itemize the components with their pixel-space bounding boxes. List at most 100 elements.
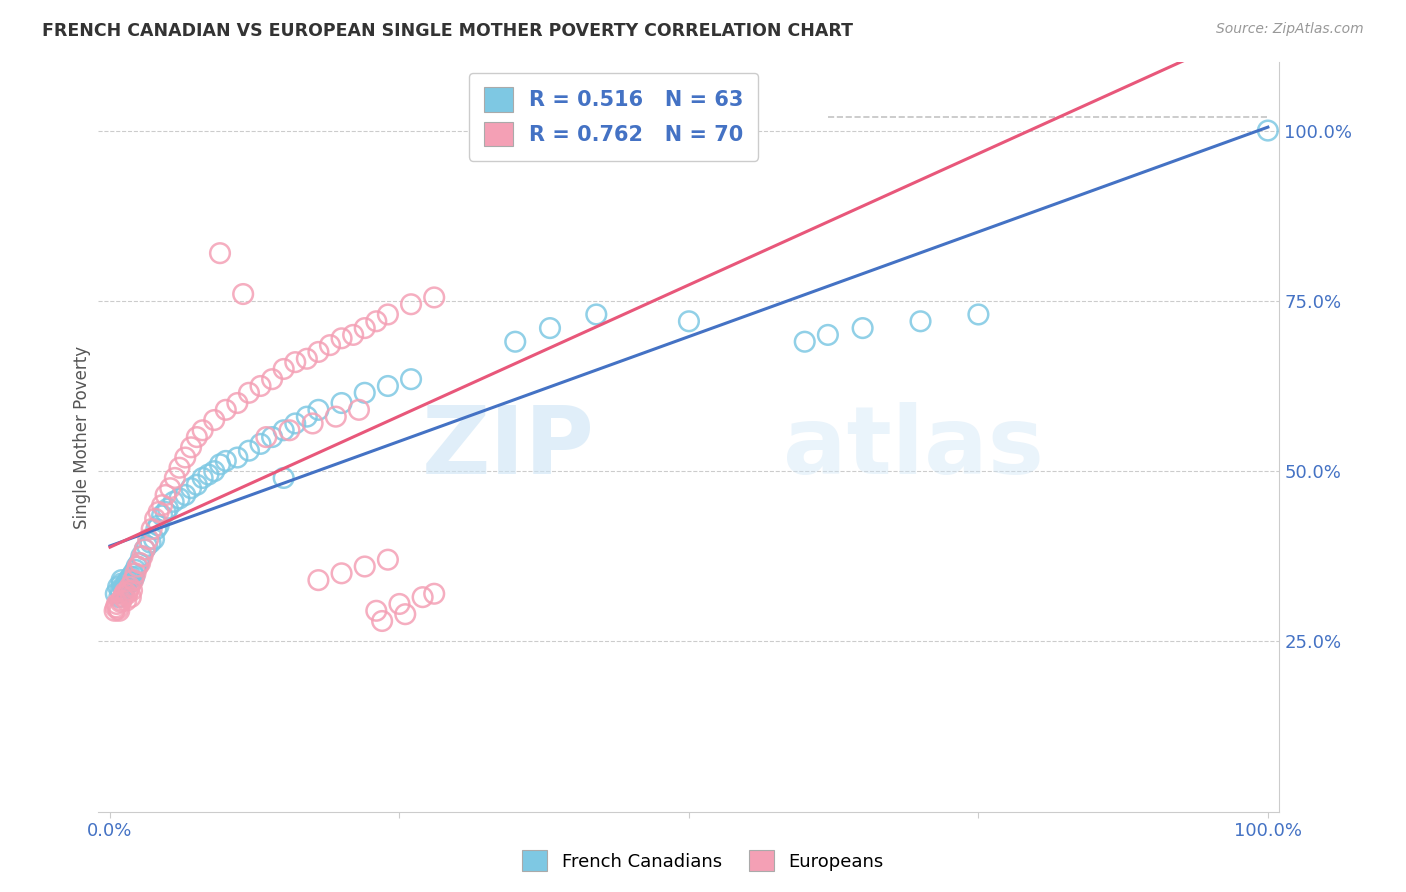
- Point: [150, 508, 173, 523]
- Point: [110, 583, 132, 598]
- Point: [156, 501, 179, 516]
- Point: [353, 385, 375, 400]
- Point: [104, 600, 127, 615]
- Point: [169, 460, 191, 475]
- Point: [104, 587, 127, 601]
- Point: [114, 585, 136, 599]
- Legend: French Canadians, Europeans: French Canadians, Europeans: [515, 843, 891, 879]
- Point: [262, 372, 284, 386]
- Point: [226, 450, 249, 465]
- Point: [124, 566, 146, 581]
- Point: [134, 542, 156, 557]
- Point: [254, 430, 277, 444]
- Point: [110, 576, 132, 591]
- Point: [278, 423, 301, 437]
- Point: [120, 590, 142, 604]
- Point: [155, 505, 177, 519]
- Point: [301, 417, 323, 431]
- Point: [967, 308, 990, 322]
- Point: [215, 454, 238, 468]
- Point: [202, 413, 225, 427]
- Point: [910, 314, 932, 328]
- Point: [388, 597, 411, 611]
- Point: [112, 583, 135, 598]
- Point: [117, 573, 139, 587]
- Point: [793, 334, 815, 349]
- Point: [330, 331, 353, 345]
- Point: [678, 314, 700, 328]
- Point: [202, 464, 225, 478]
- Point: [273, 362, 295, 376]
- Point: [150, 498, 173, 512]
- Point: [136, 533, 159, 547]
- Point: [105, 597, 128, 611]
- Point: [538, 321, 561, 335]
- Point: [852, 321, 875, 335]
- Point: [163, 471, 186, 485]
- Point: [174, 488, 197, 502]
- Point: [118, 572, 141, 586]
- Point: [141, 522, 163, 536]
- Point: [208, 458, 231, 472]
- Point: [139, 535, 162, 549]
- Point: [180, 440, 202, 454]
- Text: Source: ZipAtlas.com: Source: ZipAtlas.com: [1216, 22, 1364, 37]
- Point: [325, 409, 347, 424]
- Point: [366, 314, 388, 328]
- Point: [134, 542, 156, 557]
- Point: [125, 559, 148, 574]
- Y-axis label: Single Mother Poverty: Single Mother Poverty: [73, 345, 91, 529]
- Point: [307, 345, 329, 359]
- Point: [232, 287, 254, 301]
- Point: [238, 385, 260, 400]
- Point: [110, 593, 132, 607]
- Point: [817, 327, 839, 342]
- Point: [180, 481, 202, 495]
- Point: [122, 566, 145, 581]
- Point: [377, 379, 399, 393]
- Point: [104, 604, 127, 618]
- Point: [284, 417, 307, 431]
- Point: [307, 402, 329, 417]
- Point: [148, 518, 170, 533]
- Point: [366, 604, 388, 618]
- Point: [377, 552, 399, 566]
- Point: [121, 583, 143, 598]
- Point: [145, 522, 167, 536]
- Point: [129, 549, 152, 564]
- Point: [585, 308, 607, 322]
- Point: [169, 491, 191, 506]
- Point: [208, 246, 231, 260]
- Point: [117, 574, 139, 589]
- Point: [120, 570, 142, 584]
- Point: [423, 587, 446, 601]
- Point: [111, 590, 134, 604]
- Point: [122, 573, 145, 587]
- Point: [114, 580, 136, 594]
- Point: [262, 430, 284, 444]
- Point: [353, 321, 375, 335]
- Point: [412, 590, 434, 604]
- Point: [121, 574, 143, 589]
- Point: [115, 593, 138, 607]
- Point: [136, 539, 159, 553]
- Point: [347, 402, 370, 417]
- Point: [273, 471, 295, 485]
- Point: [110, 573, 132, 587]
- Point: [197, 467, 219, 482]
- Point: [118, 580, 141, 594]
- Point: [108, 590, 131, 604]
- Point: [353, 559, 375, 574]
- Point: [124, 570, 146, 584]
- Point: [319, 338, 342, 352]
- Point: [117, 583, 139, 598]
- Point: [159, 481, 181, 495]
- Point: [127, 559, 149, 574]
- Point: [399, 372, 422, 386]
- Point: [124, 563, 146, 577]
- Point: [238, 443, 260, 458]
- Point: [342, 327, 364, 342]
- Point: [107, 601, 129, 615]
- Point: [191, 423, 214, 437]
- Point: [399, 297, 422, 311]
